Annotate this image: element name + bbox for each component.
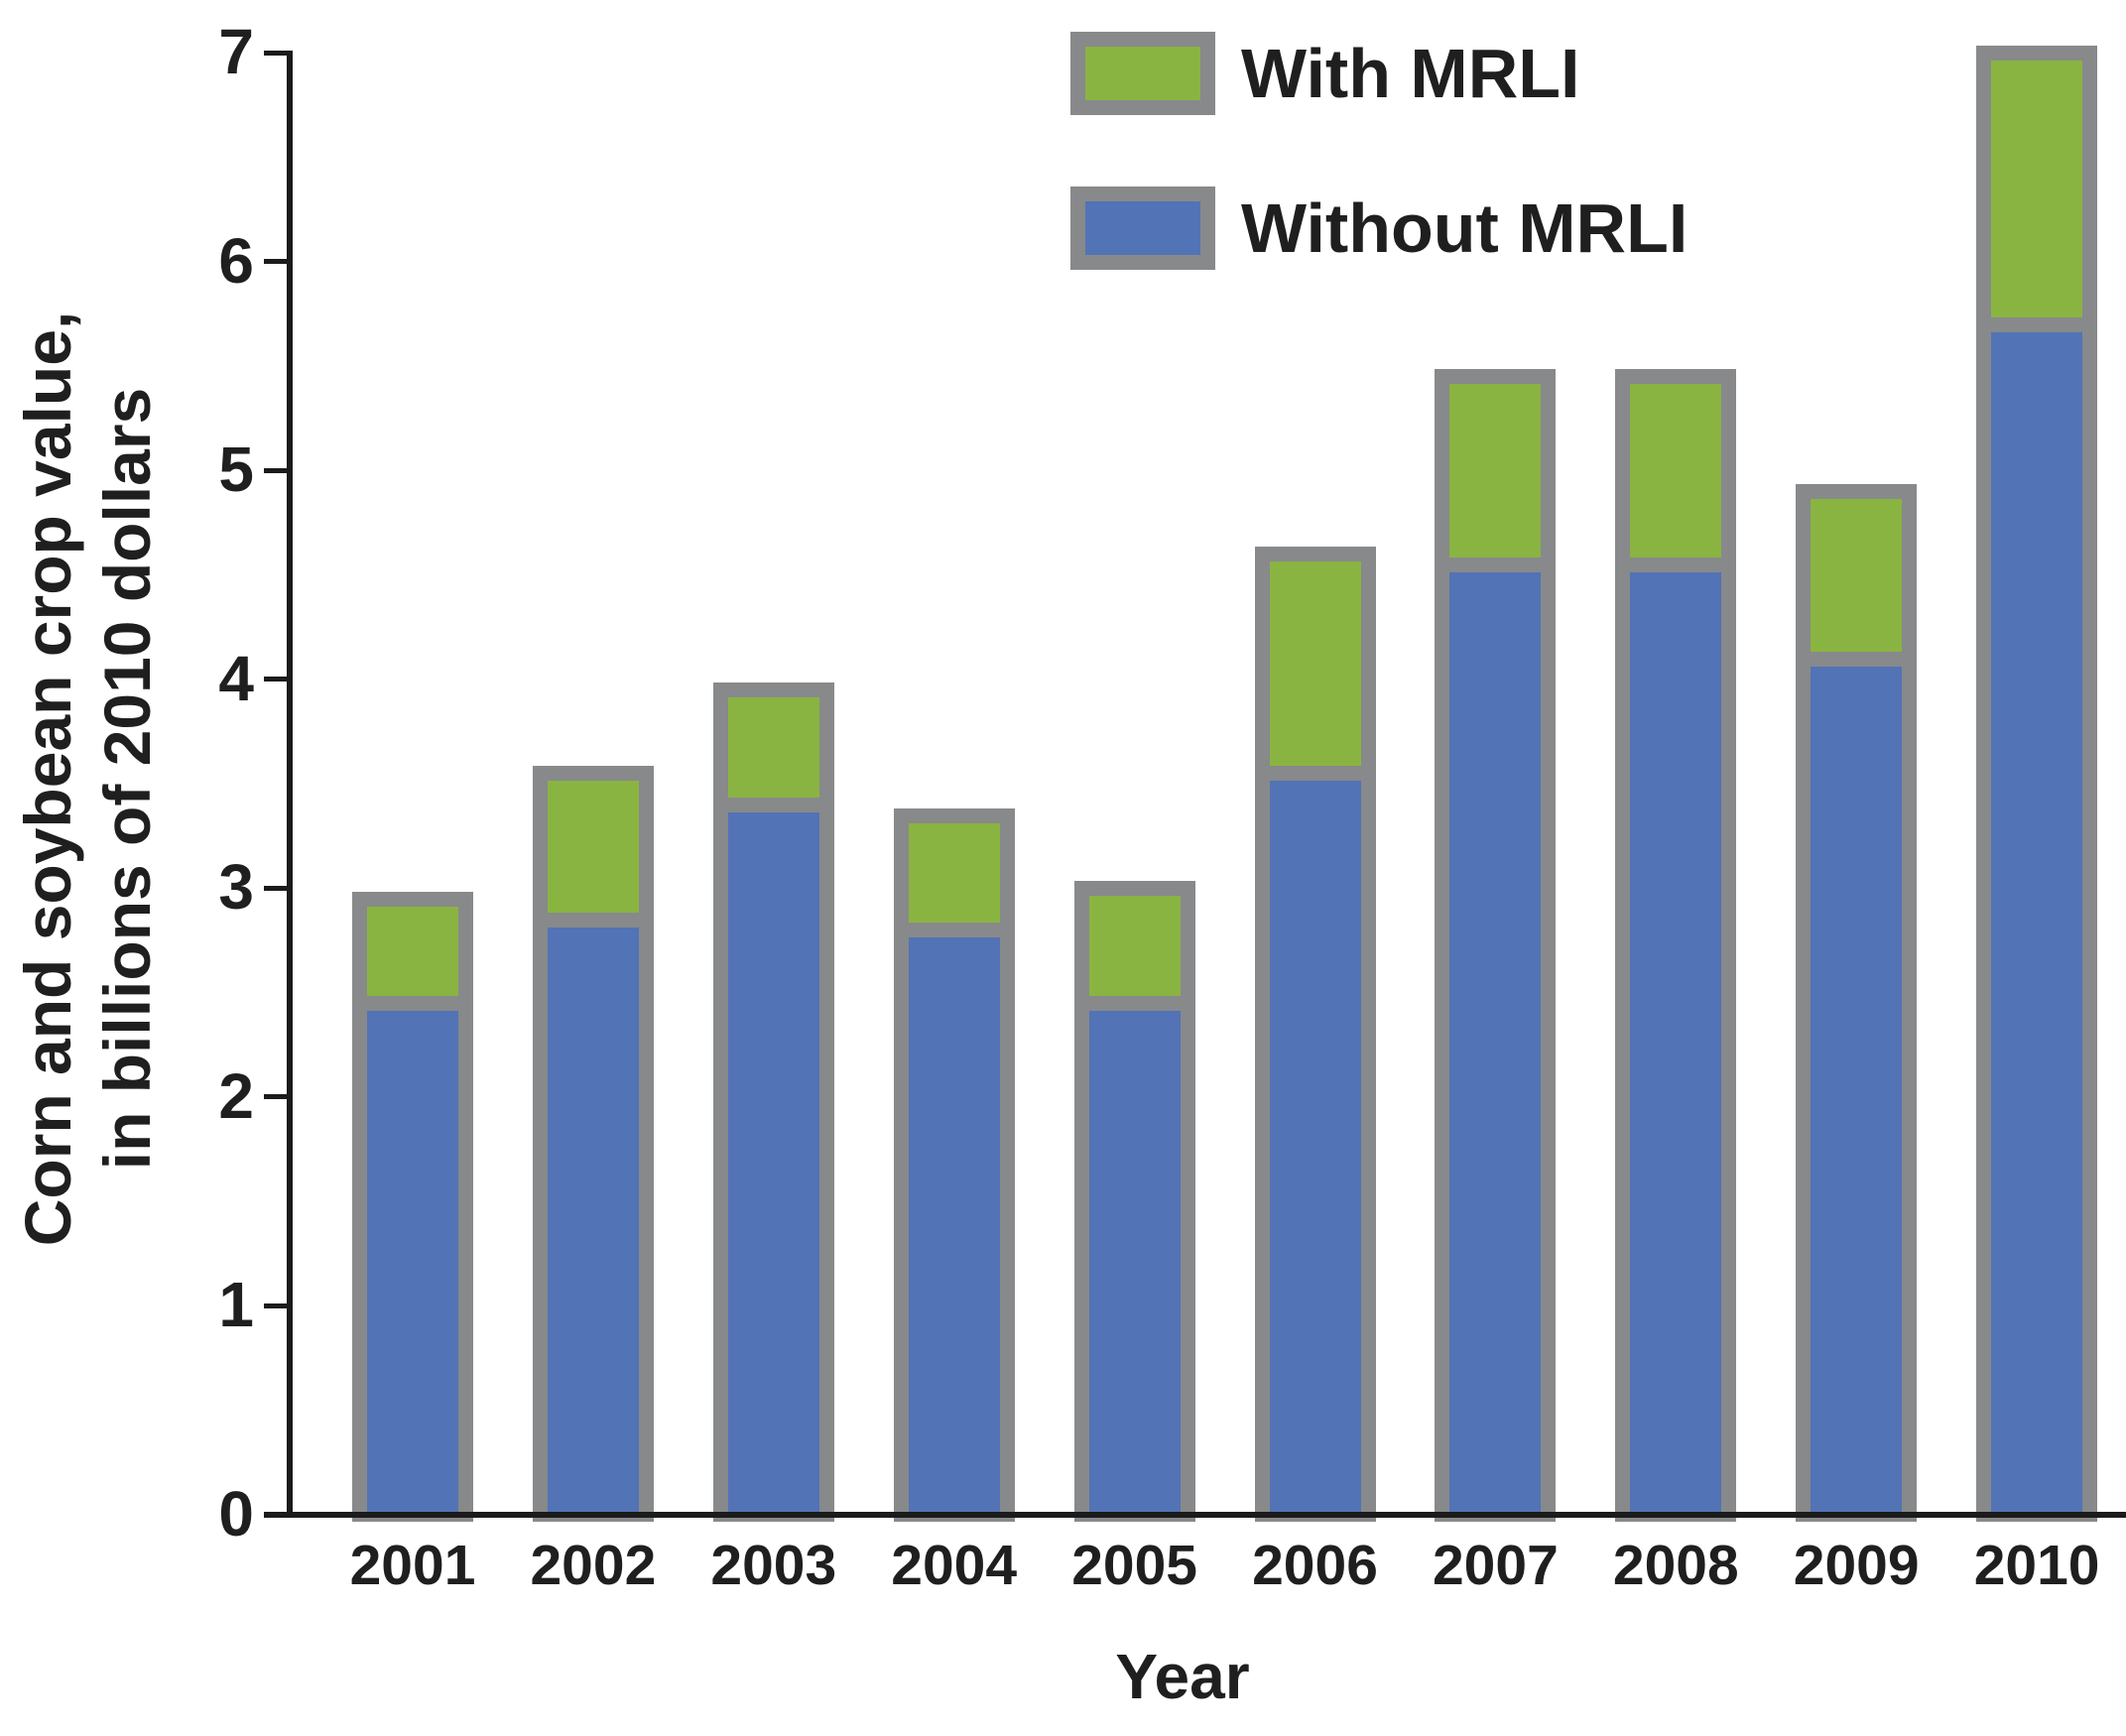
y-axis-title-line2: in billions of 2010 dollars (90, 387, 164, 1171)
y-tick-4 (264, 677, 291, 682)
y-tick-label-5: 5 (218, 434, 254, 506)
bar-2008-segment-without-mrli (1630, 571, 1722, 1515)
y-tick-label-0: 0 (218, 1478, 254, 1550)
x-tick-label-2003: 2003 (710, 1534, 837, 1597)
bar-2005-segment-with-mrli (1088, 896, 1181, 997)
bar-2005-segment-without-mrli (1088, 1011, 1181, 1515)
y-tick-label-3: 3 (218, 851, 254, 924)
y-tick-3 (264, 885, 291, 891)
y-axis-title-line1: Corn and soybean crop value, (11, 310, 84, 1247)
bar-2010-segment-with-mrli (1991, 61, 2083, 317)
legend-swatch-without-mrli (1070, 186, 1215, 270)
y-tick-label-1: 1 (218, 1269, 254, 1341)
bar-2003-segment-without-mrli (727, 812, 819, 1515)
bar-2002-segment-without-mrli (547, 927, 639, 1515)
y-tick-1 (264, 1302, 291, 1308)
bar-2001-segment-with-mrli (367, 906, 458, 997)
bar-2004-segment-with-mrli (908, 822, 1000, 924)
with-mrli-color-swatch-icon (1085, 47, 1200, 100)
bar-2003-segment-with-mrli (727, 697, 819, 799)
bar-2006-segment-with-mrli (1269, 561, 1361, 767)
y-axis-title: Corn and soybean crop value, in billions… (8, 154, 167, 1404)
bar-2008 (1615, 369, 1737, 1522)
legend: With MRLI Without MRLI (1070, 32, 1688, 270)
x-tick-label-2004: 2004 (891, 1534, 1018, 1597)
bar-2008-segment-with-mrli (1630, 384, 1722, 558)
bar-2004 (893, 807, 1015, 1522)
y-tick-5 (264, 467, 291, 473)
bar-2002 (532, 766, 654, 1522)
bar-2010 (1976, 46, 2098, 1522)
y-tick-6 (264, 259, 291, 265)
bar-2007-segment-with-mrli (1449, 384, 1542, 558)
y-axis-line (287, 51, 293, 1518)
bar-2002-segment-with-mrli (547, 781, 639, 913)
without-mrli-color-swatch-icon (1085, 201, 1200, 255)
x-tick-label-2008: 2008 (1612, 1534, 1739, 1597)
y-tick-label-6: 6 (218, 224, 254, 297)
bar-2007 (1435, 369, 1557, 1522)
y-tick-2 (264, 1094, 291, 1100)
bar-2001 (352, 891, 473, 1522)
legend-swatch-with-mrli (1070, 32, 1215, 115)
bar-2006 (1254, 547, 1376, 1522)
bar-2010-segment-without-mrli (1991, 331, 2083, 1515)
bar-2009 (1796, 484, 1918, 1522)
x-tick-label-2009: 2009 (1793, 1534, 1920, 1597)
y-tick-7 (264, 50, 291, 56)
x-tick-label-2005: 2005 (1071, 1534, 1197, 1597)
bar-2001-segment-without-mrli (367, 1011, 458, 1515)
x-axis-line (264, 1512, 2126, 1518)
legend-item-without-mrli: Without MRLI (1070, 186, 1688, 270)
bar-2005 (1073, 881, 1195, 1522)
y-tick-label-2: 2 (218, 1059, 254, 1132)
legend-label-with-mrli: With MRLI (1241, 35, 1580, 112)
bar-2004-segment-without-mrli (908, 937, 1000, 1515)
legend-item-with-mrli: With MRLI (1070, 32, 1688, 115)
bar-2009-segment-without-mrli (1811, 666, 1903, 1515)
x-tick-label-2001: 2001 (349, 1534, 476, 1597)
x-tick-label-2002: 2002 (530, 1534, 657, 1597)
y-tick-label-7: 7 (218, 16, 254, 87)
x-tick-label-2007: 2007 (1432, 1534, 1559, 1597)
bar-2007-segment-without-mrli (1449, 571, 1542, 1515)
bar-2006-segment-without-mrli (1269, 781, 1361, 1515)
legend-label-without-mrli: Without MRLI (1241, 189, 1688, 267)
y-tick-label-4: 4 (218, 642, 254, 714)
bar-2009-segment-with-mrli (1811, 499, 1903, 652)
x-tick-label-2006: 2006 (1252, 1534, 1378, 1597)
x-tick-label-2010: 2010 (1973, 1534, 2100, 1597)
bar-2003 (712, 682, 834, 1522)
x-axis-title: Year (1115, 1641, 1250, 1712)
